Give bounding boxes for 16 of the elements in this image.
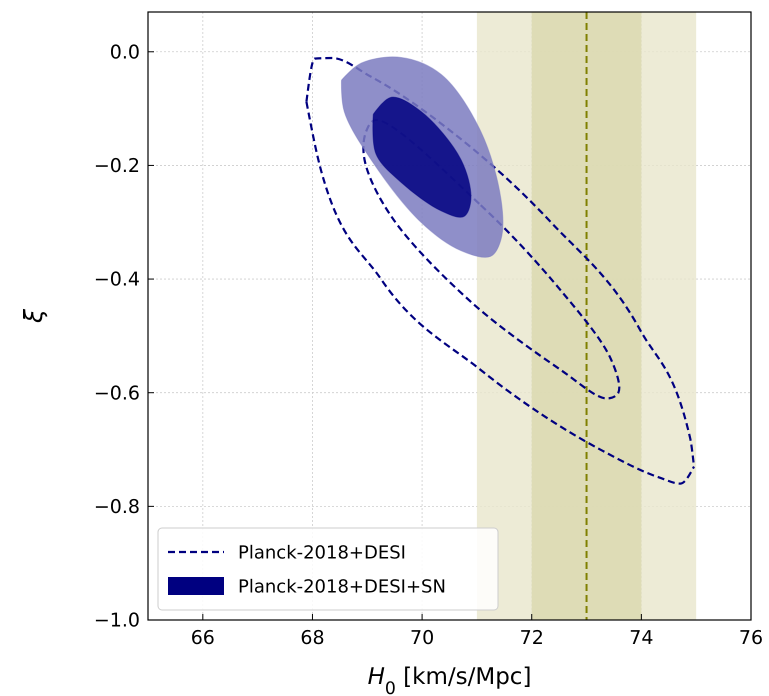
x-tick-label: 68	[300, 627, 325, 649]
y-tick-label: −0.2	[94, 155, 140, 178]
y-tick-label: −0.4	[94, 268, 140, 291]
x-tick-label: 72	[520, 627, 544, 649]
legend-label: Planck-2018+DESI+SN	[238, 576, 446, 598]
x-tick-label: 70	[410, 627, 434, 649]
y-tick-label: −0.6	[94, 382, 140, 404]
x-tick-label: 74	[629, 627, 654, 649]
x-axis-title: H$_{0}$ [km/s/Mpc]	[368, 664, 532, 696]
x-tick-label: 66	[190, 627, 215, 649]
y-tick-label: −0.8	[94, 496, 140, 518]
x-tick-label: 76	[738, 627, 764, 649]
y-tick-label: −1.0	[94, 610, 140, 632]
y-axis-title: ξ	[19, 308, 48, 324]
legend-label: Planck-2018+DESI	[238, 542, 406, 564]
y-tick-label: 0.0	[110, 41, 140, 64]
